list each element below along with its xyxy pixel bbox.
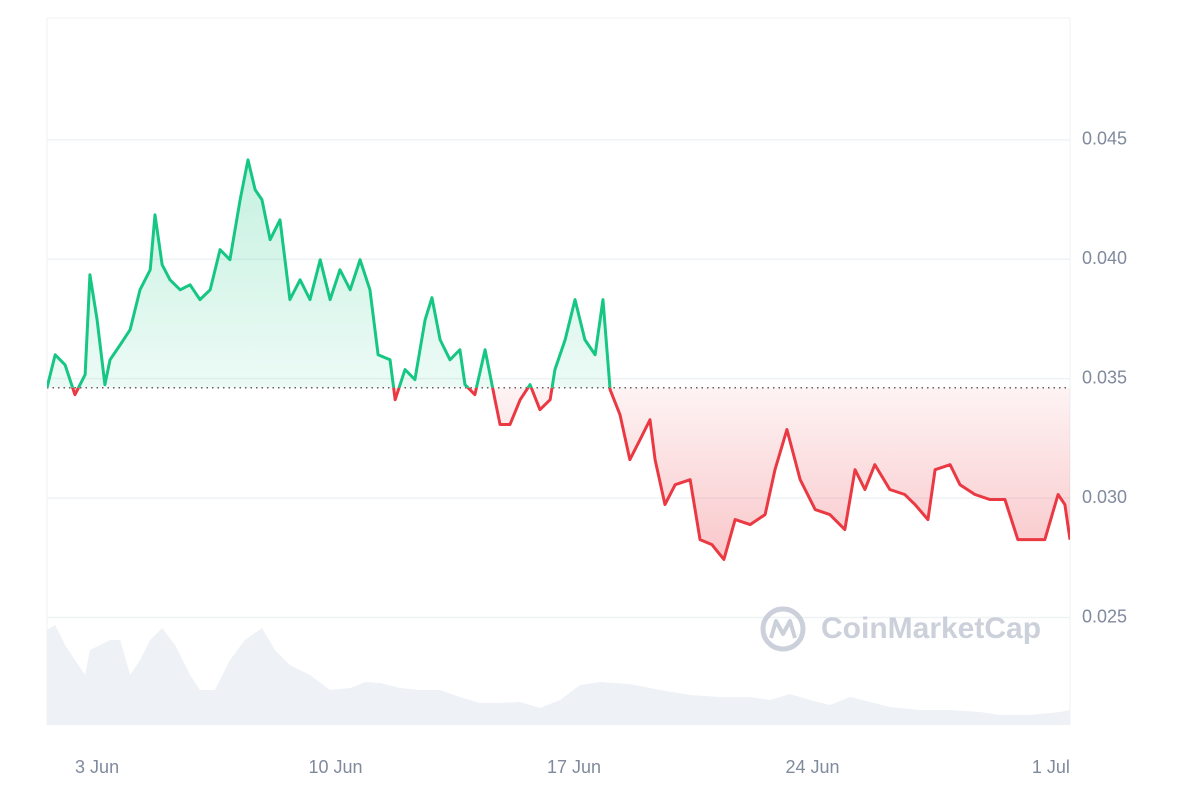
- x-tick-label: 17 Jun: [547, 757, 601, 777]
- watermark-logo: [760, 606, 806, 652]
- y-tick-label: 0.035: [1082, 367, 1127, 387]
- x-tick-label: 10 Jun: [309, 757, 363, 777]
- price-area-up: [47, 159, 610, 388]
- volume-area: [47, 625, 1070, 725]
- price-area-down: [47, 387, 1070, 560]
- watermark-text: CoinMarketCap: [821, 612, 1041, 645]
- price-line-up: [47, 158, 612, 388]
- x-tick-label: 24 Jun: [785, 757, 839, 777]
- x-tick-label: 3 Jun: [75, 757, 119, 777]
- x-tick-label: 1 Jul: [1032, 757, 1070, 777]
- watermark: CoinMarketCap: [760, 606, 1041, 652]
- y-tick-label: 0.045: [1082, 129, 1127, 149]
- y-tick-label: 0.030: [1082, 487, 1127, 507]
- y-tick-label: 0.040: [1082, 248, 1127, 268]
- price-line-down: [47, 387, 1070, 561]
- watermark-logo-mark: [769, 619, 797, 639]
- y-tick-label: 0.025: [1082, 606, 1127, 626]
